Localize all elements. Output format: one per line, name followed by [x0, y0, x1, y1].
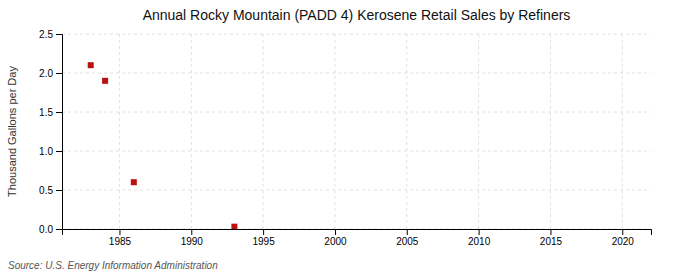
tick-mark	[479, 229, 480, 235]
tick-label: 2020	[612, 236, 635, 247]
tick: 2020	[612, 229, 635, 247]
grid-line	[62, 34, 651, 35]
plot: 1985 1990 1995 2000 2005 2010 2015 2020 0.0 0.5 1.…	[39, 29, 651, 247]
tick-label: 1995	[252, 236, 275, 247]
tick: 0.5	[39, 185, 62, 196]
grid-line	[191, 34, 192, 229]
tick: 2000	[324, 229, 347, 247]
tick-mark	[56, 73, 62, 74]
y-axis-label: Thousand Gallons per Day	[6, 66, 18, 197]
tick-label: 1.0	[39, 146, 53, 157]
tick-mark	[407, 229, 408, 235]
point	[88, 62, 94, 68]
axis-line	[56, 35, 63, 230]
axis-line	[63, 230, 652, 236]
tick-mark	[550, 229, 551, 235]
tick-mark	[56, 190, 62, 191]
grid-line	[62, 151, 651, 152]
grid-line	[119, 34, 120, 229]
grid-line	[334, 34, 335, 229]
tick: 1990	[181, 229, 204, 247]
chart: 1985 1990 1995 2000 2005 2010 2015 2020 0.0 0.5 1.…	[0, 0, 675, 275]
grid-line	[62, 190, 651, 191]
tick-label: 1.5	[39, 107, 53, 118]
x-axis: 1985 1990 1995 2000 2005 2010 2015 2020	[63, 229, 652, 247]
tick-mark	[119, 229, 120, 235]
marks	[88, 62, 238, 229]
grid-line	[62, 73, 651, 74]
tick: 1.0	[39, 146, 62, 157]
tick-mark	[56, 229, 62, 230]
source: Source: U.S. Energy Information Administ…	[8, 260, 218, 271]
grid	[62, 34, 651, 229]
tick: 2015	[540, 229, 563, 247]
tick: 2.0	[39, 68, 62, 79]
point	[102, 78, 108, 84]
tick-label: 2.0	[39, 68, 53, 79]
tick: 2.5	[39, 29, 62, 40]
tick-label: 1990	[181, 236, 204, 247]
title: Annual Rocky Mountain (PADD 4) Kerosene …	[143, 7, 571, 23]
tick-mark	[56, 151, 62, 152]
tick-mark	[622, 229, 623, 235]
tick-mark	[263, 229, 264, 235]
grid-line	[62, 112, 651, 113]
grid-line	[263, 34, 264, 229]
tick-label: 1985	[109, 236, 132, 247]
tick-label: 2.5	[39, 29, 53, 40]
tick: 1995	[252, 229, 275, 247]
tick-label: 2000	[324, 236, 347, 247]
point	[131, 179, 137, 185]
grid-line	[550, 34, 551, 229]
tick-mark	[56, 112, 62, 113]
tick-label: 2005	[396, 236, 419, 247]
y-axis: 0.0 0.5 1.0 1.5 2.0 2.5	[39, 29, 62, 235]
point	[231, 224, 237, 229]
grid-line	[406, 34, 407, 229]
tick-label: 2010	[468, 236, 491, 247]
tick-mark	[335, 229, 336, 235]
grid-line	[478, 34, 479, 229]
tick: 1.5	[39, 107, 62, 118]
grid-line	[622, 34, 623, 229]
tick: 2005	[396, 229, 419, 247]
tick-label: 0.5	[39, 185, 53, 196]
tick: 1985	[109, 229, 132, 247]
tick: 0.0	[39, 224, 62, 235]
tick-label: 0.0	[39, 224, 53, 235]
tick-label: 2015	[540, 236, 563, 247]
tick-mark	[56, 34, 62, 35]
tick-mark	[191, 229, 192, 235]
tick: 2010	[468, 229, 491, 247]
